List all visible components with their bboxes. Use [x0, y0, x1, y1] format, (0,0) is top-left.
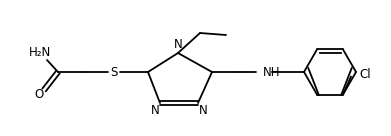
Text: N: N	[174, 38, 182, 52]
Text: N: N	[199, 103, 207, 117]
Text: O: O	[34, 87, 44, 101]
Text: NH: NH	[263, 67, 280, 80]
Text: H₂N: H₂N	[29, 46, 51, 58]
Text: N: N	[151, 103, 160, 117]
Text: Cl: Cl	[359, 68, 371, 81]
Text: S: S	[110, 66, 118, 78]
